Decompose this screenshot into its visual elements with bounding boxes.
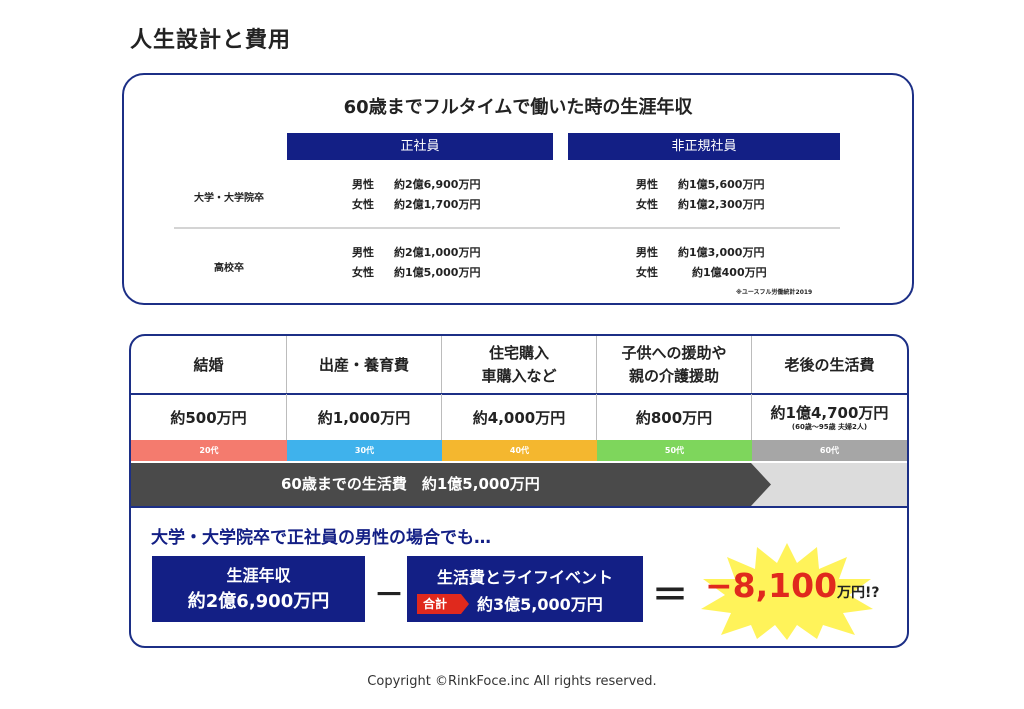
source-note: ※ユースフル労働統計2019: [736, 289, 813, 296]
income-amount: 約1億5,000万円: [394, 266, 481, 279]
total-tag: 合計: [417, 594, 469, 614]
row-label-university: 大学・大学院卒: [194, 193, 264, 204]
event-amount: 約1,000万円: [287, 394, 442, 440]
age-band-60s: 60代: [752, 440, 907, 461]
gender-label: 男性: [352, 178, 374, 191]
starburst-highlight: [701, 543, 873, 640]
income-cell-university-nonregular: 男性 約1億5,600万円 女性 約1億2,300万円: [636, 175, 764, 215]
row-divider: [174, 227, 840, 229]
total-living-cost: 60歳までの生活費 約1億5,000万円: [281, 475, 540, 493]
gender-label: 男性: [636, 178, 658, 191]
event-amount-note: (60歳〜95歳 夫婦2人): [791, 423, 868, 431]
gender-label: 女性: [352, 198, 374, 211]
column-header-nonregular: 非正規社員: [568, 133, 840, 160]
income-amount: 約2億1,700万円: [394, 198, 481, 211]
header-divider: [131, 393, 907, 395]
event-amount: 約800万円: [597, 394, 752, 440]
event-amount: 約4,000万円: [442, 394, 597, 440]
income-amount: 約1億3,000万円: [678, 246, 765, 259]
page-title: 人生設計と費用: [130, 28, 292, 53]
event-support: 子供への援助や 親の介護援助: [597, 336, 752, 394]
life-cost-panel: 結婚 出産・養育費 住宅購入 車購入など 子供への援助や 親の介護援助 老後の生…: [129, 334, 909, 648]
lifetime-income-block: 生涯年収 約2億6,900万円: [152, 556, 365, 622]
gender-label: 女性: [636, 198, 658, 211]
income-cell-university-regular: 男性 約2億6,900万円 女性 約2億1,700万円: [352, 175, 480, 215]
equals-sign: ＝: [652, 575, 689, 616]
income-cell-highschool-nonregular: 男性 約1億3,000万円 女性 約1億400万円: [636, 243, 767, 283]
income-amount: 約2億6,900万円: [394, 178, 481, 191]
event-marriage: 結婚: [131, 336, 287, 394]
event-amount-value: 約800万円: [635, 408, 713, 427]
age-band-40s: 40代: [442, 440, 597, 461]
age-band-50s: 50代: [597, 440, 752, 461]
lifetime-income-panel: 60歳までフルタイムで働いた時の生涯年収 正社員 非正規社員 大学・大学院卒 男…: [122, 73, 914, 305]
shortfall-result: −8,100万円!?: [705, 566, 880, 605]
life-block-label: 生活費とライフイベント: [436, 568, 613, 587]
income-block-label: 生涯年収: [226, 566, 291, 585]
income-amount: 約2億1,000万円: [394, 246, 481, 259]
income-cell-highschool-regular: 男性 約2億1,000万円 女性 約1億5,000万円: [352, 243, 480, 283]
section-divider: [131, 506, 907, 508]
event-amount: 約500万円: [131, 394, 287, 440]
income-amount: 約1億5,600万円: [678, 178, 765, 191]
row-label-highschool: 高校卒: [214, 263, 244, 274]
gender-label: 男性: [636, 246, 658, 259]
column-header-regular: 正社員: [287, 133, 553, 160]
copyright-footer: Copyright ©RinkFoce.inc All rights reser…: [367, 674, 657, 689]
life-block-amount: 約3億5,000万円: [477, 595, 603, 614]
income-panel-title: 60歳までフルタイムで働いた時の生涯年収: [343, 97, 693, 118]
income-block-amount: 約2億6,900万円: [187, 591, 330, 612]
event-retirement: 老後の生活費: [784, 355, 875, 374]
age-band-20s: 20代: [131, 440, 287, 461]
life-cost-block: 生活費とライフイベント 合計 約3億5,000万円: [407, 556, 643, 622]
event-amount-value: 約4,000万円: [472, 408, 566, 427]
age-band-30s: 30代: [287, 440, 442, 461]
income-amount: 約1億2,300万円: [678, 198, 765, 211]
gender-label: 女性: [636, 266, 658, 279]
gender-label: 男性: [352, 246, 374, 259]
event-amount: 約1億4,700万円 (60歳〜95歳 夫婦2人): [752, 394, 907, 440]
event-housing: 住宅購入 車購入など: [442, 336, 597, 394]
total-arrow: [131, 463, 771, 506]
gender-label: 女性: [352, 266, 374, 279]
event-amount-value: 約500万円: [170, 408, 247, 427]
income-amount: 約1億400万円: [692, 266, 767, 279]
case-title: 大学・大学院卒で正社員の男性の場合でも…: [151, 528, 491, 548]
shortfall-unit: 万円!?: [837, 585, 880, 601]
event-childbirth: 出産・養育費: [287, 336, 442, 394]
event-amount-value: 約1,000万円: [317, 408, 411, 427]
minus-sign: －: [374, 578, 404, 613]
event-amount-value: 約1億4,700万円: [770, 404, 889, 422]
shortfall-value: −8,100: [705, 566, 838, 605]
